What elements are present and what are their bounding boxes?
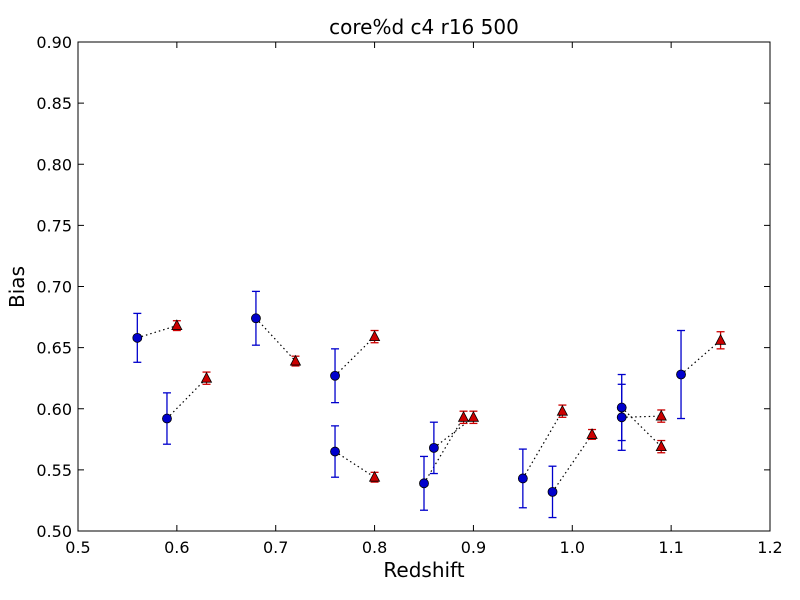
- triangle-point: [289, 354, 302, 366]
- data-markers: [132, 313, 727, 497]
- triangle-point: [171, 319, 183, 331]
- circle-point: [616, 412, 627, 423]
- y-tick-label: 0.75: [36, 216, 72, 235]
- connector-line: [680, 339, 721, 375]
- triangle-point: [368, 470, 381, 482]
- x-axis-label: Redshift: [383, 558, 464, 582]
- connector-line: [423, 416, 465, 484]
- circle-point: [517, 473, 528, 484]
- connector-line: [334, 451, 375, 478]
- y-tick-label: 0.60: [36, 400, 72, 419]
- connector-lines: [137, 317, 721, 493]
- chart-title: core%d c4 r16 500: [329, 15, 519, 39]
- error-bars: [133, 290, 725, 519]
- circle-point: [162, 413, 172, 424]
- axis-ticks: 0.5 0.6 0.7 0.8 0.9 1.0 1.1 1.2 0.50 0.55 0.60 0.65…: [36, 33, 782, 557]
- x-tick-label: 1.2: [757, 538, 782, 557]
- connector-line: [166, 377, 207, 419]
- connector-line: [433, 416, 474, 449]
- circle-point: [330, 370, 340, 381]
- connector-line: [255, 317, 296, 362]
- circle-point: [132, 332, 143, 343]
- y-tick-label: 0.65: [36, 339, 72, 358]
- circle-point: [676, 369, 686, 380]
- triangle-point: [586, 428, 598, 439]
- circle-point: [616, 402, 627, 413]
- y-tick-label: 0.90: [36, 33, 72, 52]
- triangle-point: [655, 440, 667, 452]
- x-tick-label: 0.5: [65, 538, 90, 557]
- connector-line: [522, 410, 563, 479]
- y-tick-label: 0.85: [36, 94, 72, 113]
- x-tick-label: 1.0: [560, 538, 585, 557]
- circle-point: [251, 313, 261, 324]
- triangle-point: [467, 410, 480, 422]
- y-axis-label: Bias: [5, 266, 29, 308]
- circle-point: [428, 442, 439, 453]
- y-tick-label: 0.55: [36, 461, 72, 480]
- x-tick-label: 0.8: [362, 538, 387, 557]
- circle-point: [547, 486, 558, 497]
- triangle-point: [457, 410, 470, 422]
- plot-frame: [77, 41, 771, 532]
- x-tick-label: 1.1: [658, 538, 683, 557]
- x-tick-label: 0.6: [164, 538, 189, 557]
- x-tick-label: 0.7: [263, 538, 288, 557]
- triangle-point: [714, 333, 727, 345]
- x-tick-label: 0.9: [461, 538, 486, 557]
- connector-line: [621, 415, 662, 418]
- connector-line: [621, 407, 662, 448]
- y-tick-label: 0.80: [36, 155, 72, 174]
- triangle-point: [655, 409, 667, 421]
- y-tick-label: 0.70: [36, 278, 72, 297]
- triangle-point: [556, 404, 569, 416]
- connector-line: [552, 434, 593, 493]
- triangle-point: [368, 330, 381, 342]
- circle-point: [330, 446, 340, 457]
- y-tick-label: 0.50: [36, 522, 72, 541]
- triangle-point: [200, 371, 213, 383]
- circle-point: [419, 478, 429, 489]
- connector-line: [137, 325, 178, 339]
- connector-line: [334, 336, 375, 377]
